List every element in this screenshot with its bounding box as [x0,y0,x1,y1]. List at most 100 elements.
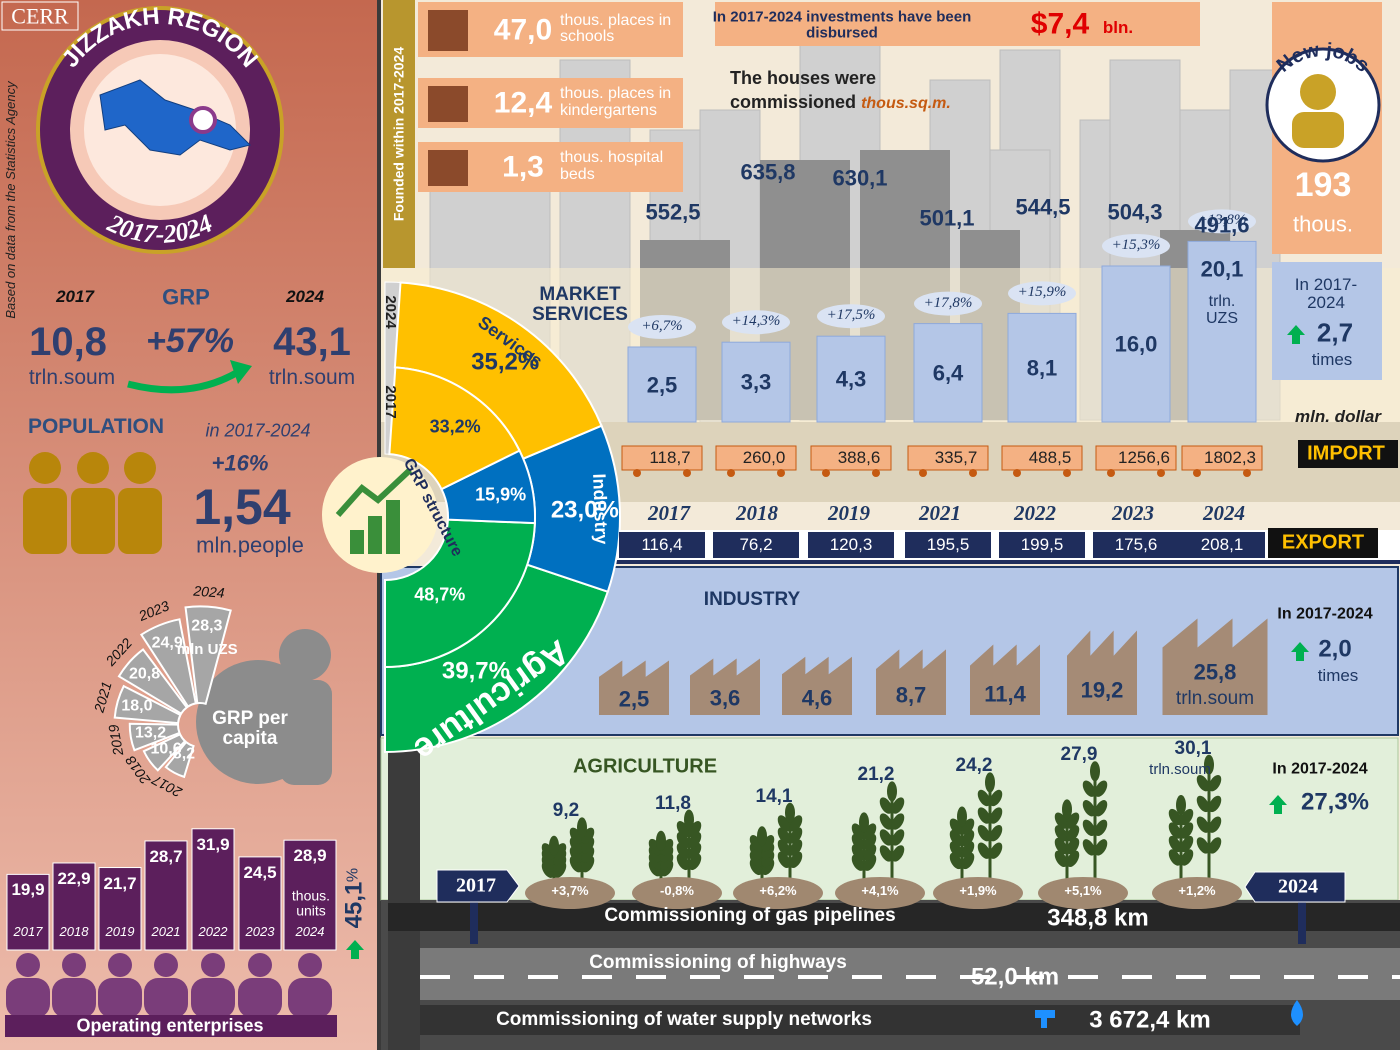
unit: mln. dollar [1295,407,1381,427]
infra-label: Commissioning of highways [589,952,847,974]
bar-year: 2022 [198,924,228,940]
enterprise-bar [283,839,337,951]
grain [1094,800,1108,817]
grain [1066,837,1080,855]
founded-icon [428,86,468,122]
grain [1196,774,1210,792]
unit: bln. [1102,18,1134,38]
grain [891,813,905,830]
grain [891,829,905,846]
map-pin [189,106,217,134]
wedge-value: 10,6 [150,740,182,758]
export-value: 199,5 [1020,535,1064,555]
grain [785,802,795,823]
per-capita-title: GRP per capita [212,708,288,749]
bar-year: 2021 [151,924,181,940]
pie-value: 33,2% [429,416,481,437]
truck [907,445,989,471]
industry-value: 19,2 [1080,677,1124,703]
pie-value: 48,7% [414,584,466,605]
agri-value: 30,1 [1174,737,1212,759]
up-arrow [346,940,364,959]
unit: mln UZS [176,641,238,659]
wheel [822,469,830,477]
wheel [872,469,880,477]
grain [989,842,1003,859]
export-value: 116,4 [641,535,683,555]
bar-value: 28,9 [293,846,327,866]
unit: trln.soum [1149,761,1211,779]
grain [577,817,587,838]
grain [1094,819,1108,837]
year: 2021 [919,500,961,525]
market-growth: +17,5% [826,307,876,324]
water-drop [1291,1000,1303,1026]
founded-label: thous. hospital beds [560,149,664,183]
market-bar [1101,265,1171,423]
market-value: 4,3 [835,366,867,392]
year: 2022 [1014,500,1056,525]
bar-value: 28,7 [149,847,183,867]
grain [985,772,995,793]
grain [1062,799,1072,820]
year: 2017 [648,500,690,525]
silhouette-head [62,953,86,977]
person-head [29,452,61,484]
unit: thous. [1293,211,1353,237]
grp-title: GRP [162,284,210,310]
silhouette-body [52,978,96,1018]
wedge [117,648,189,716]
industry-value: 2,5 [618,686,650,712]
grain [1176,795,1186,816]
wheel [777,469,785,477]
silhouette-head [248,953,272,977]
source-note: Based on data from the Statistics Agency [3,81,19,319]
wheel [919,469,927,477]
industry-title: INDUSTRY [703,589,801,611]
grain [859,812,869,833]
grain [977,824,991,842]
bar-value: 19,9 [11,880,45,900]
grain [757,826,767,847]
unit: % [344,867,362,883]
factory [970,644,1040,715]
grain [549,835,559,856]
investment-box [715,2,1200,46]
silhouette-body [238,978,282,1018]
silhouette-body [288,978,332,1018]
grain [879,797,893,814]
bar-year: 2018 [59,924,89,940]
bar-year: 2024 [295,924,325,940]
unit: times [1317,666,1359,686]
grain [1208,837,1222,854]
wheel [1013,469,1021,477]
agri-growth: +5,1% [1064,883,1102,899]
grain [1168,822,1182,839]
export-value: 195,5 [926,535,970,555]
year: 2024 [1203,500,1245,525]
import-box [1298,440,1398,468]
enterprise-growth: 45,1 [340,881,368,929]
population-value: 1,54 [193,478,291,535]
infra-value: 348,8 km [1047,904,1149,932]
up-arrow [1291,642,1309,661]
founded-value: 1,3 [502,150,544,184]
up-arrow [1287,325,1305,344]
houses-title: The houses were commissioned [730,68,877,113]
silhouette-head [154,953,178,977]
grp-arrow [127,368,240,394]
population-growth: +16% [211,450,269,476]
market-bar [721,341,791,423]
wagon [713,532,799,558]
wedge [128,722,181,752]
plant [949,772,1003,880]
silhouette-head [108,953,132,977]
wedge-value: 13,2 [134,724,167,742]
grain [879,845,893,862]
plant [1168,754,1222,880]
founded-icon [428,150,468,186]
jobs-icon-head [1300,74,1336,110]
market-title: MARKET SERVICES [532,284,628,325]
founded-value: 47,0 [493,12,553,46]
